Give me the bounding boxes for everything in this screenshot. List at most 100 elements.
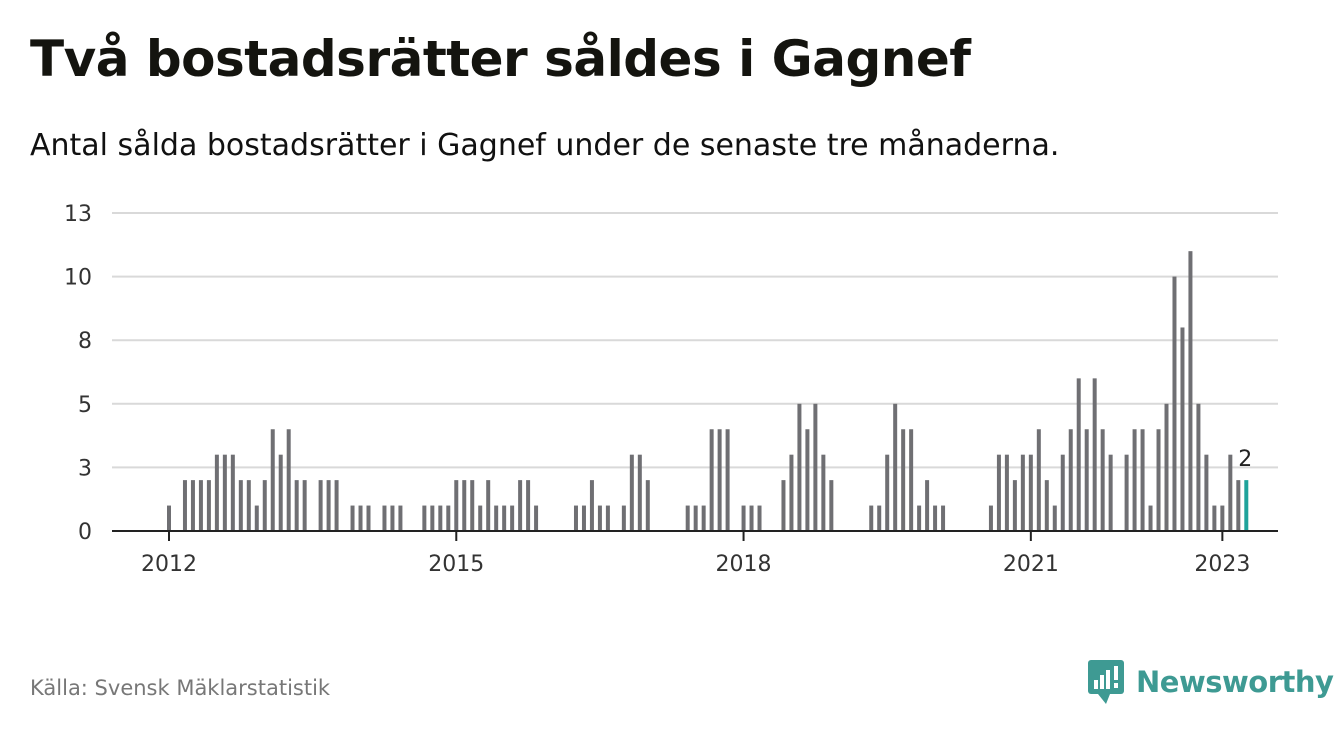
- bar: [709, 429, 714, 531]
- y-tick-label: 13: [64, 202, 92, 227]
- bar: [1012, 480, 1017, 531]
- y-tick-label: 10: [64, 266, 92, 291]
- bar: [637, 454, 642, 531]
- bar: [326, 480, 331, 531]
- bar: [797, 403, 802, 531]
- bar: [1132, 429, 1137, 531]
- bar: [941, 505, 946, 531]
- bar: [597, 505, 602, 531]
- y-tick-label: 8: [78, 329, 92, 354]
- bar: [222, 454, 227, 531]
- bar: [294, 480, 299, 531]
- bar: [988, 505, 993, 531]
- bar: [621, 505, 626, 531]
- bar: [996, 454, 1001, 531]
- bar: [1244, 480, 1249, 531]
- bar: [1052, 505, 1057, 531]
- bar: [933, 505, 938, 531]
- bar: [717, 429, 722, 531]
- bar: [813, 403, 818, 531]
- bar: [1196, 403, 1201, 531]
- bar: [318, 480, 323, 531]
- chart-subtitle: Antal sålda bostadsrätter i Gagnef under…: [30, 128, 1060, 163]
- bar: [829, 480, 834, 531]
- bar: [1180, 327, 1185, 531]
- bar: [749, 505, 754, 531]
- bar: [486, 480, 491, 531]
- bar: [230, 454, 235, 531]
- bar: [238, 480, 243, 531]
- bar: [1148, 505, 1153, 531]
- bar: [1212, 505, 1217, 531]
- bar: [478, 505, 483, 531]
- bar: [893, 403, 898, 531]
- bar: [526, 480, 531, 531]
- bar: [1140, 429, 1145, 531]
- bar: [605, 505, 610, 531]
- bar: [390, 505, 395, 531]
- bar: [1164, 403, 1169, 531]
- bar: [334, 480, 339, 531]
- bar: [1044, 480, 1049, 531]
- bar: [302, 480, 307, 531]
- bar: [502, 505, 507, 531]
- bar: [573, 505, 578, 531]
- bar: [1084, 429, 1089, 531]
- bar: [581, 505, 586, 531]
- x-tick-label: 2012: [141, 552, 197, 577]
- bar: [877, 505, 882, 531]
- bar: [741, 505, 746, 531]
- x-tick-label: 2023: [1194, 552, 1250, 577]
- bar: [422, 505, 427, 531]
- bar: [494, 505, 499, 531]
- bar: [1204, 454, 1209, 531]
- bar: [198, 480, 203, 531]
- bar: [518, 480, 523, 531]
- bar: [757, 505, 762, 531]
- bar: [701, 505, 706, 531]
- bar: [1028, 454, 1033, 531]
- bar: [430, 505, 435, 531]
- bar: [262, 480, 267, 531]
- bar: [470, 480, 475, 531]
- newsworthy-brand[interactable]: Newsworthy: [1088, 660, 1334, 704]
- newsworthy-logo-icon: [1088, 660, 1124, 704]
- x-axis: 2012 2015 2018 2021 2023: [112, 530, 1278, 577]
- brand-name: Newsworthy: [1136, 665, 1334, 699]
- bar: [901, 429, 906, 531]
- bar: [917, 505, 922, 531]
- bar: [629, 454, 634, 531]
- bar: [821, 454, 826, 531]
- bar: [589, 480, 594, 531]
- bar: [214, 454, 219, 531]
- bar: [925, 480, 930, 531]
- bar: [781, 480, 786, 531]
- bar: [1068, 429, 1073, 531]
- bar: [254, 505, 259, 531]
- bar: [1220, 505, 1225, 531]
- bar: [366, 505, 371, 531]
- bar: [446, 505, 451, 531]
- bar: [278, 454, 283, 531]
- bar: [358, 505, 363, 531]
- bar: [789, 454, 794, 531]
- bar: [1156, 429, 1161, 531]
- bar: [246, 480, 251, 531]
- x-tick-label: 2021: [1003, 552, 1059, 577]
- bar: [805, 429, 810, 531]
- chart-title: Två bostadsrätter såldes i Gagnef: [30, 30, 971, 88]
- bar: [454, 480, 459, 531]
- bar: [1124, 454, 1129, 531]
- bar: [206, 480, 211, 531]
- bar: [1100, 429, 1105, 531]
- bar: [1020, 454, 1025, 531]
- bar: [510, 505, 515, 531]
- source-note: Källa: Svensk Mäklarstatistik: [30, 676, 331, 700]
- data-labels: 2: [1238, 447, 1252, 472]
- bar: [1236, 480, 1241, 531]
- bar: [1228, 454, 1233, 531]
- bar: [382, 505, 387, 531]
- bar: [725, 429, 730, 531]
- bar: [167, 505, 171, 531]
- bar: [885, 454, 890, 531]
